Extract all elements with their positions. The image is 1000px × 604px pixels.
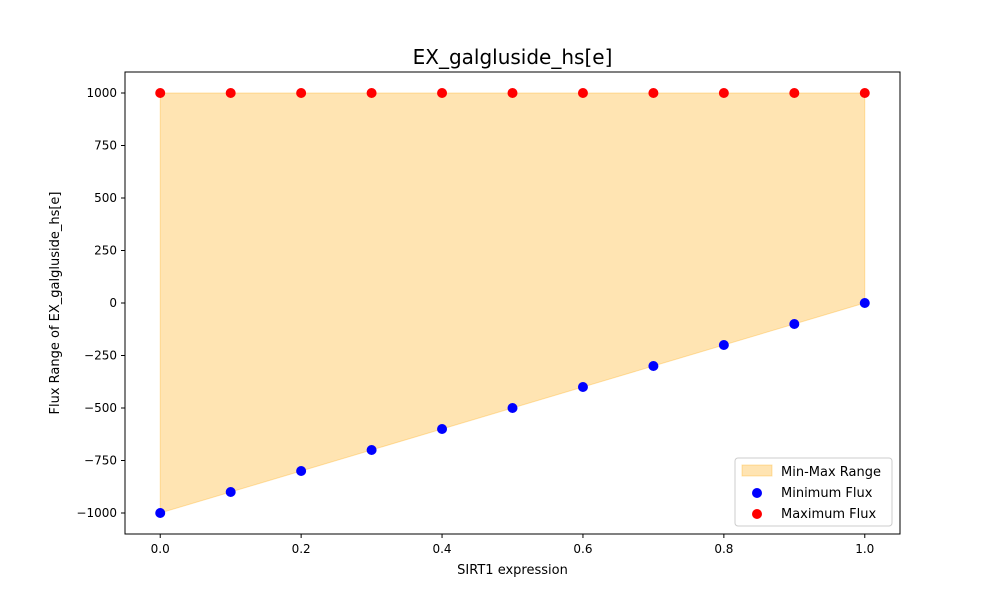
maximum-flux-point-8 [718,88,729,98]
legend: Min-Max Range Minimum Flux Maximum Flux [734,457,893,527]
maximum-flux-point-4 [437,88,448,98]
y-tick-label: 0 [109,296,117,310]
maximum-flux-point-6 [577,88,588,98]
minimum-flux-point-2 [296,466,307,476]
maximum-flux-point-10 [859,88,870,98]
minimum-flux-point-7 [648,361,659,371]
y-axis-label: Flux Range of EX_galgluside_hs[e] [48,192,63,415]
y-tick-label: 1000 [86,86,117,100]
y-tick-label: −500 [84,401,117,415]
x-axis-label: SIRT1 expression [457,563,568,578]
legend-label-maximum-flux: Maximum Flux [781,507,877,522]
minimum-flux-point-5 [507,403,518,413]
legend-marker-maximum-flux [752,509,762,519]
y-axis-ticks: −1000 −750 −500 −250 0 250 500 750 1000 [76,86,125,520]
legend-label-minimum-flux: Minimum Flux [781,486,873,501]
maximum-flux-point-1 [225,88,236,98]
legend-swatch-min-max-range [741,464,773,477]
y-tick-label: 500 [94,191,117,205]
legend-frame [734,457,893,527]
x-tick-label: 1.0 [855,542,874,556]
minimum-flux-point-1 [225,487,236,497]
maximum-flux-point-5 [507,88,518,98]
x-tick-label: 0.8 [714,542,733,556]
minimum-flux-point-3 [366,445,377,455]
minimum-flux-point-4 [437,424,448,434]
minimum-flux-point-9 [789,319,800,329]
y-tick-label: −250 [84,349,117,363]
maximum-flux-point-2 [296,88,307,98]
minimum-flux-point-8 [718,340,729,350]
points-layer [155,88,870,518]
chart-title: EX_galgluside_hs[e] [413,45,613,69]
legend-label-min-max-range: Min-Max Range [781,465,881,480]
x-tick-label: 0.4 [432,542,451,556]
y-tick-label: −1000 [76,506,117,520]
minimum-flux-point-10 [859,298,870,308]
y-tick-label: 250 [94,244,117,258]
minimum-flux-point-6 [577,382,588,392]
maximum-flux-point-3 [366,88,377,98]
x-tick-label: 0.2 [292,542,311,556]
x-tick-label: 0.0 [151,542,170,556]
y-tick-label: 750 [94,139,117,153]
x-tick-label: 0.6 [573,542,592,556]
minimum-flux-point-0 [155,508,166,518]
y-tick-label: −750 [84,454,117,468]
maximum-flux-point-7 [648,88,659,98]
maximum-flux-point-0 [155,88,166,98]
maximum-flux-point-9 [789,88,800,98]
x-axis-ticks: 0.0 0.2 0.4 0.6 0.8 1.0 [151,534,874,556]
legend-marker-minimum-flux [752,488,762,498]
